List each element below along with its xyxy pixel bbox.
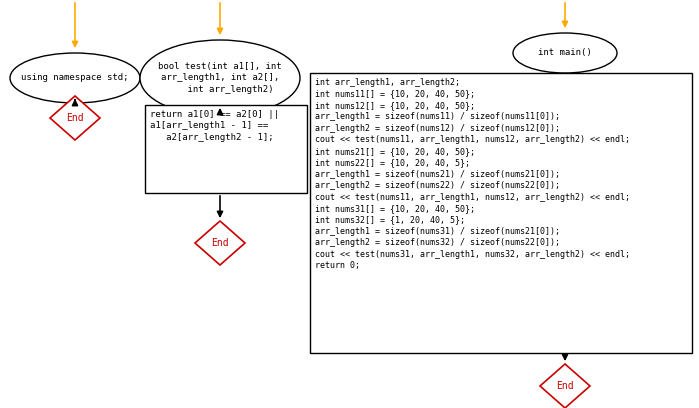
Text: return a1[0] == a2[0] ||
a1[arr_length1 - 1] ==
   a2[arr_length2 - 1];: return a1[0] == a2[0] || a1[arr_length1 … bbox=[150, 110, 279, 142]
Text: int arr_length1, arr_length2;
int nums11[] = {10, 20, 40, 50};
int nums12[] = {1: int arr_length1, arr_length2; int nums11… bbox=[315, 78, 630, 270]
Text: int main(): int main() bbox=[538, 49, 592, 58]
Text: End: End bbox=[556, 381, 574, 391]
Text: End: End bbox=[66, 113, 84, 123]
Polygon shape bbox=[50, 96, 100, 140]
Polygon shape bbox=[540, 364, 590, 408]
Bar bbox=[310, 73, 692, 353]
Ellipse shape bbox=[140, 40, 300, 116]
Text: using namespace std;: using namespace std; bbox=[21, 73, 129, 82]
Ellipse shape bbox=[10, 53, 140, 103]
Text: bool test(int a1[], int
arr_length1, int a2[],
    int arr_length2): bool test(int a1[], int arr_length1, int… bbox=[158, 62, 282, 93]
Text: End: End bbox=[211, 238, 229, 248]
Bar bbox=[145, 105, 307, 193]
Ellipse shape bbox=[513, 33, 617, 73]
Polygon shape bbox=[195, 221, 245, 265]
